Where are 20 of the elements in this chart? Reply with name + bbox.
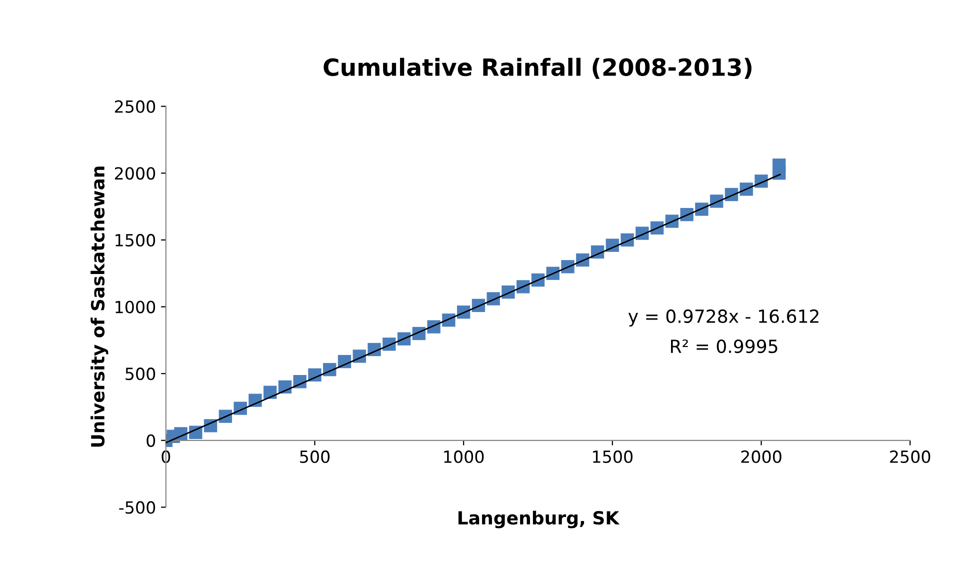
y-tick-label: 0 bbox=[146, 434, 156, 447]
x-tick-label: 2000 bbox=[741, 450, 782, 464]
annotation: y = 0.9728x - 16.612 bbox=[628, 309, 818, 327]
x-tick-label: 0 bbox=[162, 450, 170, 464]
y-tick-label: -500 bbox=[119, 501, 156, 514]
y-tick-label: 2000 bbox=[114, 167, 156, 180]
x-axis-title: Langenburg, SK bbox=[458, 510, 620, 528]
x-tick-label: 1500 bbox=[593, 450, 633, 464]
point bbox=[264, 386, 277, 399]
x-tick-label: 2500 bbox=[890, 450, 930, 464]
y-tick-label: 1500 bbox=[116, 234, 156, 247]
x-tick-label: 1000 bbox=[444, 450, 484, 464]
point bbox=[772, 158, 786, 172]
chart-title: Cumulative Rainfall (2008-2013) bbox=[324, 58, 752, 79]
y-tick-label: 1000 bbox=[116, 300, 156, 314]
y-tick-label: 2500 bbox=[114, 100, 156, 113]
y-axis-title: University of Saskatchewan bbox=[90, 166, 108, 447]
annotation: R² = 0.9995 bbox=[671, 339, 778, 354]
y-tick-label: 500 bbox=[126, 368, 156, 380]
x-tick-label: 500 bbox=[300, 450, 330, 464]
